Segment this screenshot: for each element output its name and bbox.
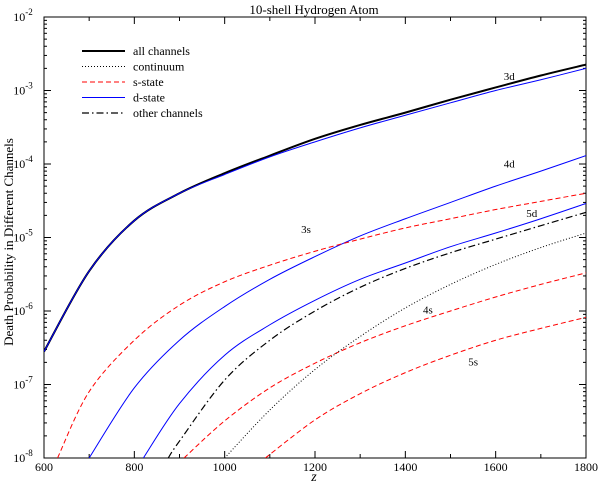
curve-label-4s: 4s (423, 305, 433, 317)
series-continuum-line (224, 232, 586, 458)
curve-label-3d: 3d (504, 71, 516, 83)
annotation-layer: 3d 4d 5d 3s 4s 5s (301, 71, 538, 369)
x-tick-label: 1600 (484, 460, 508, 474)
y-tick-label: 10-8 (13, 448, 33, 465)
y-tick-label: 10-4 (13, 154, 33, 171)
series-layer (44, 63, 586, 458)
curve-label-5s: 5s (468, 357, 478, 369)
legend-label: d-state (133, 91, 165, 105)
series-other-channels-line (167, 211, 586, 458)
curve-label-5d: 5d (526, 208, 538, 220)
legend-label: all channels (133, 44, 190, 58)
x-axis: 600 800 1000 1200 1400 1600 1800 (35, 17, 598, 474)
y-tick-label: 10-2 (13, 7, 33, 24)
series-4s-line (183, 272, 586, 458)
x-tick-label: 1800 (574, 460, 598, 474)
plot-area (43, 16, 587, 459)
y-tick-label: 10-7 (13, 375, 33, 392)
x-axis-label: z (310, 470, 317, 483)
legend-label: continuum (133, 60, 185, 74)
legend-label: other channels (133, 106, 203, 120)
plot-frame (43, 16, 587, 459)
y-axis-label: Death Probability in Different Channels (1, 138, 16, 346)
series-3d-line (44, 67, 586, 352)
y-tick-label: 10-3 (13, 81, 33, 98)
x-tick-label: 800 (125, 460, 143, 474)
x-tick-label: 1200 (303, 460, 327, 474)
curve-label-4d: 4d (504, 158, 516, 170)
chart-title: 10-shell Hydrogen Atom (249, 2, 378, 17)
series-4d-line (88, 155, 586, 458)
y-axis: 10-8 10-7 10-6 10-5 10-4 10-3 10-2 (13, 7, 586, 465)
series-3s-line (57, 192, 586, 458)
series-5d-line (142, 203, 586, 458)
series-5s-line (265, 316, 586, 458)
y-tick-label: 10-6 (13, 301, 33, 318)
x-tick-label: 1000 (213, 460, 237, 474)
legend-label: s-state (133, 75, 164, 89)
x-tick-label: 600 (35, 460, 53, 474)
x-tick-label: 1400 (393, 460, 417, 474)
curve-label-3s: 3s (301, 224, 311, 236)
y-tick-label: 10-5 (13, 228, 33, 245)
